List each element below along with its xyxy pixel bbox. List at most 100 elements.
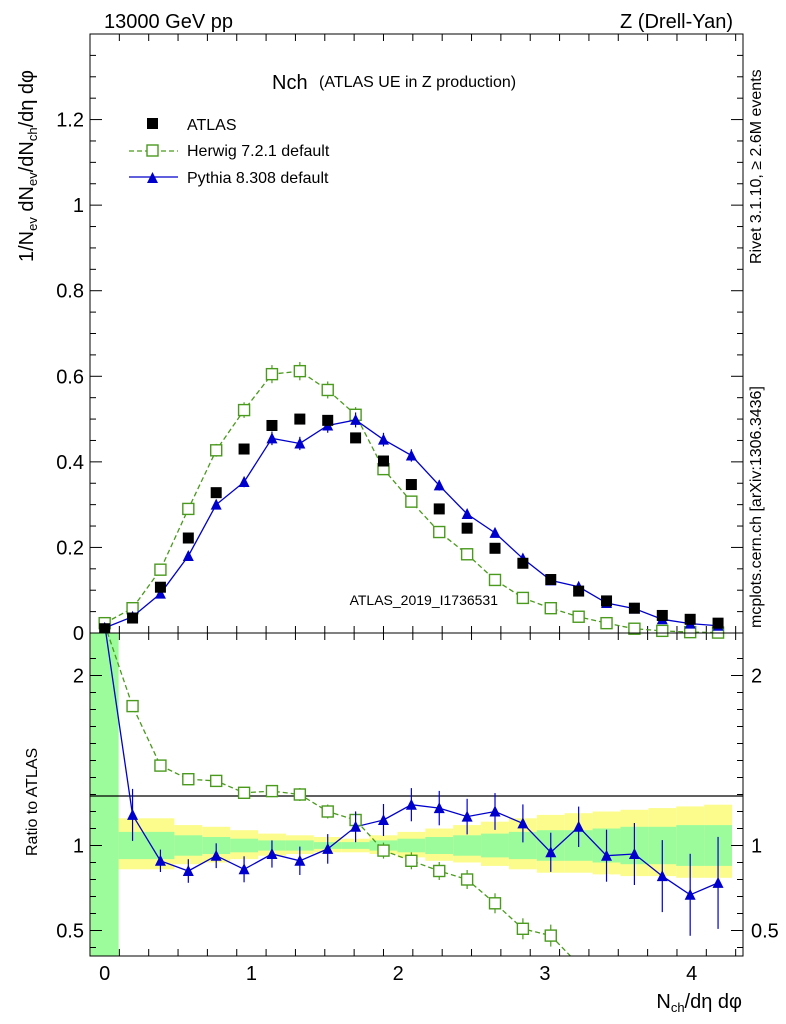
ratio-xtick-label: 4	[686, 963, 697, 985]
pythia-point	[433, 479, 445, 491]
main-ylabel: 1/Nev dNev/dNch/dη dφ	[16, 70, 40, 262]
pythia-point	[377, 433, 389, 445]
herwig-point	[293, 364, 307, 378]
pythia-ratio-point	[238, 863, 250, 875]
main-ytick-label: 0.6	[56, 366, 84, 388]
ratio-ytick-label-left: 2	[73, 666, 84, 688]
herwig-ratio-point	[154, 759, 167, 772]
atlas-point	[238, 443, 250, 455]
atlas-point	[489, 542, 501, 554]
pythia-ratio-point	[628, 848, 640, 859]
herwig-point	[433, 525, 446, 539]
energy-label: 13000 GeV pp	[104, 11, 233, 33]
band-green	[397, 838, 426, 853]
herwig-point	[600, 616, 613, 630]
ratio-panel: 0 1 2 3 4 0.5 0.5 1 1 2 2 Ratio to ATLAS Nch/dη dφ	[24, 632, 779, 1015]
atlas-point	[517, 557, 529, 569]
ratio-frame	[89, 632, 744, 957]
main-ytick-label: 1	[73, 195, 84, 217]
ratio-series	[105, 633, 724, 956]
ratio-ylabel: Ratio to ATLAS	[24, 748, 41, 856]
atlas-point	[210, 487, 222, 499]
legend: ATLAS Herwig 7.2.1 default Pythia 8.308 …	[129, 117, 330, 187]
atlas-point	[628, 602, 640, 614]
pythia-ratio-point	[294, 854, 306, 866]
atlas-point	[405, 479, 417, 491]
band-green	[174, 835, 203, 856]
pythia-ratio-point	[322, 842, 334, 854]
pythia-ratio-point	[545, 846, 557, 858]
herwig-ratio-line	[106, 633, 572, 956]
atlas-point	[601, 595, 613, 607]
herwig-ratio-point	[405, 854, 418, 867]
herwig-ratio-point	[237, 786, 251, 799]
pythia-ratio-point	[350, 820, 362, 832]
pythia-ratio-point	[266, 848, 278, 859]
chart-title-sub: (ATLAS UE in Z production)	[319, 74, 516, 91]
atlas-point	[182, 532, 194, 544]
band-green	[230, 838, 259, 853]
band-green	[285, 840, 314, 851]
herwig-point	[209, 444, 223, 457]
atlas-point	[573, 585, 585, 597]
pythia-ratio-point	[684, 888, 696, 900]
herwig-ratio-point	[377, 844, 390, 857]
main-ytick-label: 0.4	[56, 452, 84, 474]
pythia-point	[154, 587, 166, 599]
ratio-ticks: 0 1 2 3 4 0.5 0.5 1 1 2 2	[56, 633, 779, 985]
pythia-ratio-point	[573, 820, 585, 832]
band-green	[341, 842, 370, 849]
herwig-point	[460, 548, 474, 561]
pythia-point	[350, 413, 362, 425]
herwig-ratio-point	[126, 699, 139, 713]
chart-title-main: Nch	[272, 72, 308, 94]
herwig-point	[656, 624, 669, 638]
x-axis-label: Nch/dη dφ	[656, 991, 742, 1015]
ratio-xtick-label: 1	[246, 963, 257, 985]
atlas-point	[461, 522, 473, 534]
pythia-point	[461, 508, 473, 520]
pythia-ratio-point	[182, 865, 194, 876]
main-series	[98, 361, 725, 639]
rivet-label: Rivet 3.1.10, ≥ 2.6M events	[748, 69, 765, 264]
herwig-ratio-point	[209, 774, 223, 788]
pythia-ratio-point	[461, 810, 473, 822]
herwig-point	[572, 610, 585, 623]
atlas-point	[322, 414, 334, 426]
herwig-ratio-point	[516, 922, 530, 935]
main-ytick-label: 0.8	[56, 281, 84, 303]
ratio-ytick-label-right: 0.5	[751, 921, 779, 943]
band-green	[453, 835, 482, 856]
herwig-ratio-point	[488, 897, 502, 910]
ratio-xtick-label: 2	[393, 963, 404, 985]
process-label: Z (Drell-Yan)	[620, 11, 733, 33]
atlas-point	[294, 413, 306, 425]
pythia-ratio-point	[712, 876, 724, 888]
atlas-point	[154, 581, 166, 593]
ratio-ytick-label-left: 0.5	[56, 921, 84, 943]
legend-marker-herwig	[146, 144, 159, 157]
atlas-point	[377, 455, 389, 467]
legend-marker-atlas	[147, 118, 158, 129]
pythia-point	[294, 437, 306, 449]
pythia-ratio-point	[127, 808, 139, 820]
herwig-point	[182, 502, 195, 516]
pythia-ratio-point	[489, 805, 501, 817]
band-green	[481, 833, 509, 858]
pythia-ratio-point	[656, 870, 668, 882]
herwig-point	[516, 591, 530, 605]
ratio-xtick-label: 3	[539, 963, 550, 985]
atlas-point	[127, 612, 139, 624]
pythia-point	[238, 475, 250, 487]
legend-label-atlas: ATLAS	[187, 117, 237, 134]
herwig-point	[321, 383, 334, 397]
herwig-point	[628, 622, 641, 635]
pythia-ratio-point	[601, 849, 613, 861]
pythia-ratio-point	[405, 798, 417, 810]
atlas-point	[545, 574, 557, 586]
atlas-point	[350, 432, 362, 444]
pythia-ratio-point	[377, 814, 389, 825]
legend-label-herwig: Herwig 7.2.1 default	[187, 143, 330, 160]
atlas-point	[656, 609, 668, 621]
ratio-ytick-label-right: 1	[751, 836, 762, 858]
